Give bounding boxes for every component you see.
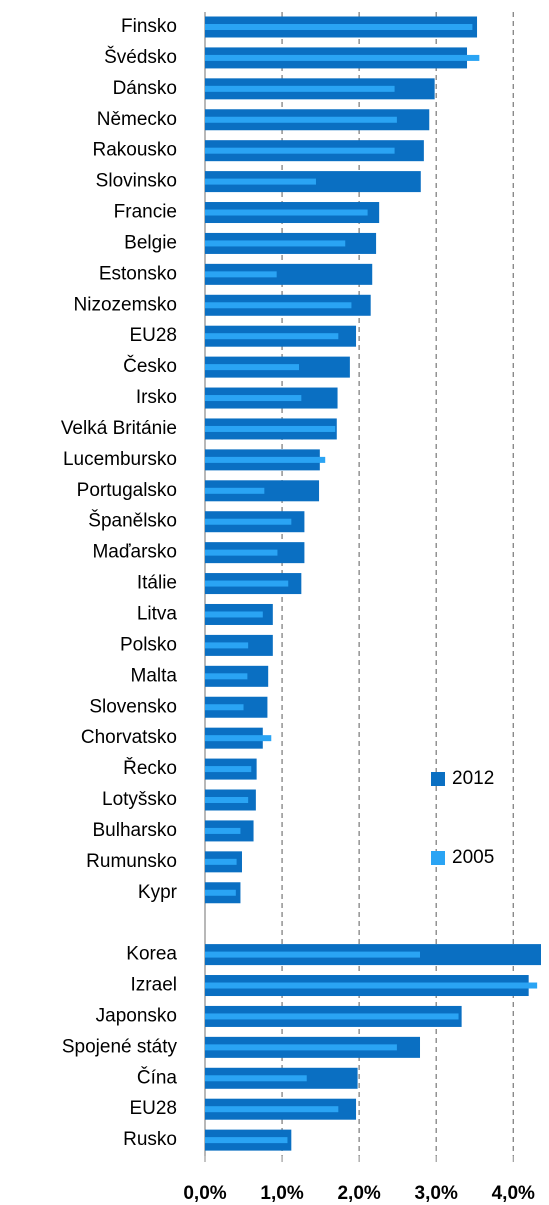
y-tick-label: Polsko bbox=[120, 634, 177, 655]
legend-label: 2012 bbox=[452, 768, 494, 789]
y-tick-label: Španělsko bbox=[88, 510, 177, 532]
y-tick-label: Švédsko bbox=[104, 46, 177, 68]
y-tick-label: Portugalsko bbox=[77, 480, 177, 501]
y-tick-label: Německo bbox=[97, 109, 177, 130]
bar bbox=[205, 611, 263, 618]
y-tick-label: Belgie bbox=[124, 232, 177, 253]
y-tick-label: Slovinsko bbox=[96, 171, 177, 192]
x-tick-label: 1,0% bbox=[260, 1183, 303, 1204]
y-tick-label: Spojené státy bbox=[62, 1036, 178, 1057]
bar bbox=[205, 1075, 307, 1082]
bar bbox=[205, 735, 272, 742]
legend-swatch bbox=[431, 772, 445, 786]
x-tick-label: 3,0% bbox=[415, 1183, 458, 1204]
y-tick-label: Maďarsko bbox=[92, 542, 177, 563]
y-tick-label: Litva bbox=[137, 603, 178, 624]
x-tick-label: 0,0% bbox=[183, 1183, 226, 1204]
bar bbox=[205, 1044, 397, 1051]
bar bbox=[205, 54, 480, 61]
bar bbox=[205, 797, 249, 803]
bar bbox=[205, 147, 395, 154]
bar bbox=[205, 518, 292, 525]
y-tick-label: Irsko bbox=[136, 387, 177, 408]
bar bbox=[205, 302, 352, 309]
bar bbox=[205, 982, 538, 989]
y-tick-label: Japonsko bbox=[96, 1005, 177, 1026]
y-tick-label: Dánsko bbox=[113, 78, 177, 99]
y-tick-label: Kypr bbox=[138, 882, 178, 903]
bar bbox=[205, 487, 265, 494]
bar bbox=[205, 889, 236, 896]
y-tick-label: Velká Británie bbox=[61, 418, 177, 439]
y-tick-label: Korea bbox=[126, 944, 177, 965]
y-tick-label: Izrael bbox=[131, 975, 177, 996]
legend-label: 2005 bbox=[452, 847, 494, 868]
bar bbox=[205, 24, 473, 30]
bar bbox=[205, 766, 252, 773]
y-tick-label: Nizozemsko bbox=[74, 294, 177, 315]
bar bbox=[205, 116, 397, 123]
bar bbox=[205, 1106, 339, 1113]
y-tick-label: Bulharsko bbox=[93, 820, 178, 841]
y-tick-label: EU28 bbox=[129, 1098, 177, 1119]
bar bbox=[205, 549, 278, 556]
bar bbox=[205, 858, 237, 865]
y-tick-label: Slovensko bbox=[89, 696, 177, 717]
bar bbox=[205, 395, 302, 402]
bar bbox=[205, 209, 368, 216]
y-tick-label: Chorvatsko bbox=[81, 727, 177, 748]
y-tick-label: Lotyšsko bbox=[102, 789, 177, 810]
y-tick-label: EU28 bbox=[129, 325, 177, 346]
bar bbox=[205, 364, 300, 371]
bar bbox=[205, 333, 339, 340]
bar bbox=[205, 951, 421, 958]
y-tick-label: Lucembursko bbox=[63, 449, 177, 470]
y-tick-label: Řecko bbox=[123, 757, 177, 779]
bar bbox=[205, 263, 373, 285]
bar bbox=[205, 456, 326, 463]
bar bbox=[205, 425, 336, 432]
bar bbox=[205, 642, 249, 649]
bar bbox=[205, 240, 346, 247]
bar bbox=[205, 704, 244, 711]
bar bbox=[205, 827, 241, 834]
bar bbox=[205, 1137, 288, 1144]
y-tick-label: Itálie bbox=[137, 573, 177, 594]
bar bbox=[205, 85, 395, 92]
y-tick-label: Rusko bbox=[123, 1129, 177, 1150]
y-tick-label: Rumunsko bbox=[86, 851, 177, 872]
y-tick-label: Francie bbox=[114, 202, 177, 223]
y-tick-label: Čína bbox=[137, 1066, 178, 1088]
bar bbox=[205, 178, 316, 185]
y-tick-label: Malta bbox=[131, 665, 178, 686]
legend-swatch bbox=[431, 851, 445, 865]
y-tick-label: Estonsko bbox=[99, 263, 177, 284]
bar bbox=[205, 673, 248, 680]
x-tick-label: 4,0% bbox=[492, 1183, 535, 1204]
y-tick-label: Finsko bbox=[121, 16, 177, 37]
x-tick-label: 2,0% bbox=[337, 1183, 380, 1204]
bar bbox=[205, 580, 289, 587]
bar bbox=[205, 1013, 459, 1020]
y-tick-label: Rakousko bbox=[93, 140, 178, 161]
bar bbox=[205, 271, 277, 278]
y-tick-label: Česko bbox=[123, 355, 177, 377]
